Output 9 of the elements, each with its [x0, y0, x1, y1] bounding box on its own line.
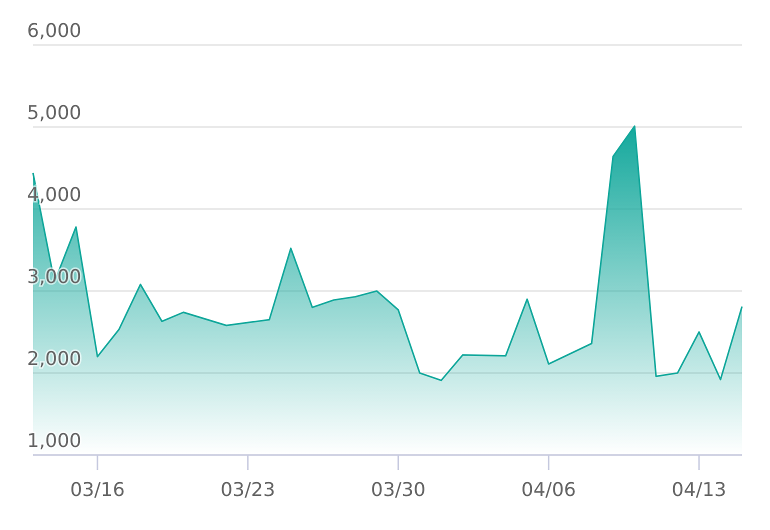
- y-tick-label: 2,000: [27, 348, 82, 370]
- x-tick-label: 04/06: [521, 479, 576, 501]
- x-tick-label: 03/23: [220, 479, 276, 501]
- x-tick-label: 03/16: [70, 479, 125, 501]
- x-tick-label: 04/13: [672, 479, 726, 501]
- y-tick-label: 1,000: [27, 430, 82, 452]
- x-tick-label: 03/30: [370, 479, 426, 501]
- y-tick-label: 5,000: [27, 102, 82, 124]
- y-tick-label: 6,000: [27, 20, 82, 42]
